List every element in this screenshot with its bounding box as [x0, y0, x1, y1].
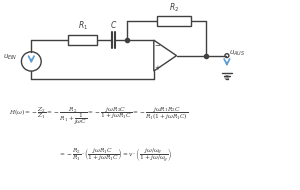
Text: $u_{EIN}$: $u_{EIN}$: [3, 53, 17, 62]
Text: $C$: $C$: [110, 19, 117, 29]
Text: $H(\omega) = -\dfrac{Z_2}{Z_1} = -\dfrac{R_2}{R_1 + \dfrac{1}{j\omega C}} = -\df: $H(\omega) = -\dfrac{Z_2}{Z_1} = -\dfrac…: [9, 105, 188, 127]
Text: $\circledcirc$: $\circledcirc$: [223, 73, 230, 82]
Text: $R_1$: $R_1$: [78, 20, 88, 32]
Text: $= -\dfrac{R_2}{R_1} \cdot \left(\dfrac{j\omega R_1 C}{1 + j\omega R_1 C}\right): $= -\dfrac{R_2}{R_1} \cdot \left(\dfrac{…: [58, 146, 172, 164]
Text: $R_2$: $R_2$: [169, 2, 179, 14]
Bar: [68, 35, 98, 45]
Bar: [157, 16, 191, 26]
Text: $u_{AUS}$: $u_{AUS}$: [229, 49, 245, 58]
Text: $-$: $-$: [154, 41, 161, 47]
Text: $+$: $+$: [154, 63, 161, 72]
Polygon shape: [154, 40, 176, 71]
